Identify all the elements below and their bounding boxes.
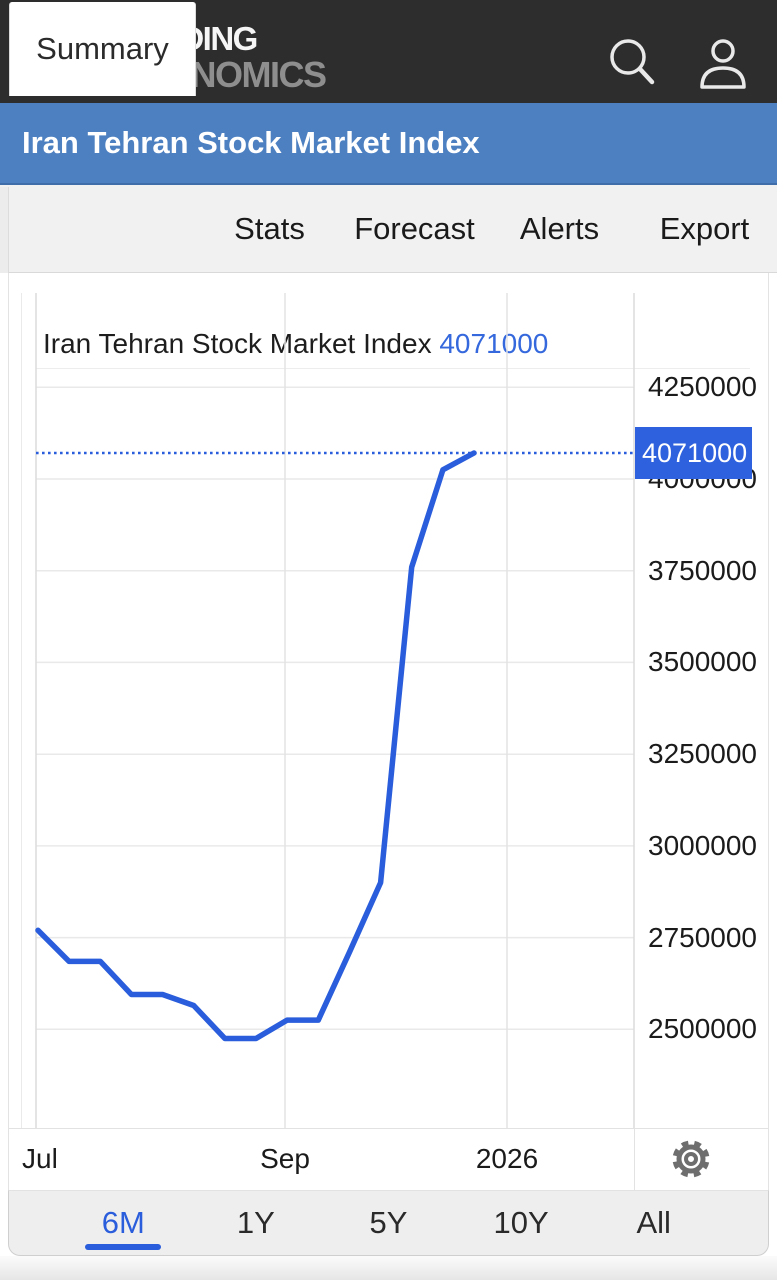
chart-title: Iran Tehran Stock Market Index 4071000 bbox=[43, 328, 548, 360]
account-person-icon[interactable] bbox=[697, 38, 749, 95]
y-tick-label: 4250000 bbox=[648, 371, 758, 403]
search-icon[interactable] bbox=[607, 36, 657, 93]
tab-bar: Stats Forecast Alerts Export bbox=[0, 185, 777, 273]
y-tick-label: 3250000 bbox=[648, 738, 758, 770]
range-button-10y[interactable]: 10Y bbox=[493, 1205, 549, 1240]
chart-settings-gear-icon[interactable] bbox=[668, 1136, 714, 1182]
y-tick-label: 3000000 bbox=[648, 829, 758, 861]
title-divider bbox=[36, 368, 750, 369]
y-tick-label: 3750000 bbox=[648, 554, 758, 586]
range-button-5y[interactable]: 5Y bbox=[369, 1205, 408, 1240]
chart-current-value-link[interactable]: 4071000 bbox=[439, 328, 549, 359]
x-tick-label: Sep bbox=[260, 1143, 310, 1174]
y-tick-label: 2750000 bbox=[648, 921, 758, 953]
axis-divider bbox=[634, 1128, 635, 1190]
current-value-badge: 4071000 bbox=[635, 427, 752, 479]
x-axis-row bbox=[9, 1128, 768, 1190]
page-title: Iran Tehran Stock Market Index bbox=[22, 125, 480, 160]
tab-export[interactable]: Export bbox=[659, 210, 750, 246]
range-button-1y[interactable]: 1Y bbox=[236, 1205, 275, 1240]
range-button-all[interactable]: All bbox=[636, 1205, 671, 1240]
chart-card bbox=[8, 273, 769, 1190]
chart-inner-border bbox=[21, 293, 22, 1128]
tab-list: Stats Forecast Alerts Export bbox=[197, 185, 777, 272]
tab-alerts[interactable]: Alerts bbox=[519, 210, 600, 246]
x-tick-label: 2026 bbox=[475, 1143, 539, 1174]
x-tick-label: Jul bbox=[22, 1143, 58, 1174]
tab-partial-previous[interactable] bbox=[0, 187, 9, 273]
page-title-bar: Iran Tehran Stock Market Index bbox=[0, 103, 777, 185]
chart-title-text: Iran Tehran Stock Market Index bbox=[43, 328, 432, 359]
bottom-fade bbox=[0, 1256, 777, 1280]
tab-forecast[interactable]: Forecast bbox=[354, 210, 475, 246]
tab-summary-active[interactable]: Summary bbox=[9, 2, 196, 96]
tab-stats[interactable]: Stats bbox=[234, 210, 305, 246]
y-tick-label: 2500000 bbox=[648, 1013, 758, 1045]
range-selector: 6M 1Y 5Y 10Y All bbox=[8, 1190, 769, 1256]
y-tick-label: 3500000 bbox=[648, 646, 758, 678]
active-range-underline bbox=[85, 1244, 162, 1250]
range-button-6m[interactable]: 6M bbox=[57, 1191, 190, 1255]
